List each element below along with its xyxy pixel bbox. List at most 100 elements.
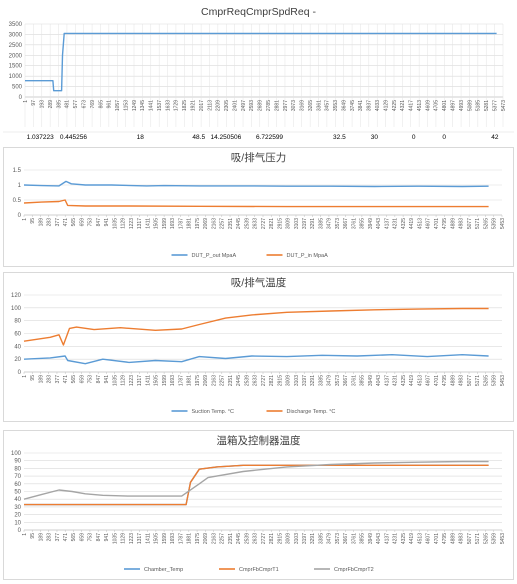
chart-title: 吸/排气温度 <box>231 276 287 289</box>
x-tick-label: 659 <box>79 375 85 384</box>
x-tick-label: 1317 <box>137 533 143 544</box>
x-tick-label: 2069 <box>203 533 209 544</box>
x-tick-label: 5077 <box>467 218 473 229</box>
x-tick-label: 2497 <box>241 100 247 111</box>
x-tick-label: 961 <box>107 100 113 109</box>
x-tick-label: 3385 <box>318 533 324 544</box>
series-line-1 <box>24 464 489 506</box>
x-tick-label: 3073 <box>291 100 297 111</box>
x-tick-label: 4701 <box>434 533 440 544</box>
x-tick-label: 3103 <box>294 375 300 386</box>
x-tick-label: 1411 <box>145 218 151 229</box>
x-tick-label: 1975 <box>195 533 201 544</box>
table-cell: 30 <box>371 134 379 141</box>
x-tick-label: 3761 <box>351 533 357 544</box>
x-tick-label: 1223 <box>129 375 135 386</box>
x-tick-label: 1345 <box>140 100 146 111</box>
x-tick-label: 2539 <box>244 533 250 544</box>
x-tick-label: 3761 <box>351 375 357 386</box>
x-tick-label: 4795 <box>442 375 448 386</box>
series-line-1 <box>23 199 489 208</box>
x-tick-label: 4609 <box>425 100 431 111</box>
x-tick-label: 5171 <box>475 218 481 229</box>
x-tick-label: 2633 <box>253 533 259 544</box>
x-tick-label: 2209 <box>216 100 222 111</box>
x-tick-label: 4607 <box>426 218 432 229</box>
x-tick-label: 4043 <box>376 375 382 386</box>
x-tick-label: 2821 <box>269 375 275 386</box>
x-tick-label: 3103 <box>294 533 300 544</box>
y-tick-label: 0.5 <box>13 198 22 204</box>
x-tick-label: 3291 <box>310 218 316 229</box>
x-tick-label: 3009 <box>286 375 292 386</box>
y-tick-label: 80 <box>14 319 21 325</box>
x-tick-label: 4983 <box>459 375 465 386</box>
x-tick-label: 2163 <box>211 218 217 229</box>
x-tick-label: 1537 <box>157 100 163 111</box>
x-tick-label: 377 <box>55 375 61 384</box>
x-tick-label: 2915 <box>277 533 283 544</box>
x-tick-label: 3667 <box>343 375 349 386</box>
series-line-0 <box>23 180 489 188</box>
x-tick-label: 2633 <box>253 218 259 229</box>
x-tick-label: 1505 <box>154 533 160 544</box>
chart-title: 温箱及控制器温度 <box>217 434 301 447</box>
x-tick-label: 289 <box>48 100 54 109</box>
x-tick-label: 283 <box>47 533 53 542</box>
x-tick-label: 2915 <box>277 218 283 229</box>
y-tick-label: 60 <box>14 332 21 338</box>
table-cell: 42 <box>491 134 499 141</box>
y-tick-label: 3500 <box>9 22 23 28</box>
x-tick-label: 4325 <box>401 218 407 229</box>
x-tick-label: 4889 <box>450 533 456 544</box>
series-line-0 <box>23 353 489 365</box>
x-tick-label: 659 <box>79 533 85 542</box>
x-tick-label: 4419 <box>409 533 415 544</box>
y-tick-label: 70 <box>14 474 21 480</box>
x-tick-label: 5359 <box>492 533 498 544</box>
x-tick-label: 2727 <box>261 375 267 386</box>
legend-label: DUT_P_out MpaA <box>192 253 237 259</box>
x-tick-label: 1599 <box>162 533 168 544</box>
x-tick-label: 1921 <box>191 100 197 111</box>
x-tick-label: 4795 <box>442 533 448 544</box>
x-tick-label: 4043 <box>376 533 382 544</box>
x-tick-label: 1 <box>22 375 28 378</box>
x-tick-label: 3385 <box>318 218 324 229</box>
table-cell: 32.5 <box>333 134 346 141</box>
x-tick-label: 471 <box>63 375 69 384</box>
x-tick-label: 4325 <box>401 375 407 386</box>
chart-title: 吸/排气压力 <box>231 151 286 164</box>
x-tick-label: 1249 <box>132 100 138 111</box>
table-cell: 1.037223 <box>27 134 54 141</box>
x-tick-label: 4231 <box>393 218 399 229</box>
y-tick-label: 50 <box>14 490 21 496</box>
x-tick-label: 189 <box>38 375 44 384</box>
chart-title: CmprReqCmprSpdReq - <box>201 6 316 18</box>
x-tick-label: 4417 <box>409 100 415 111</box>
x-tick-label: 1881 <box>187 533 193 544</box>
x-tick-label: 2305 <box>224 100 230 111</box>
x-tick-label: 4607 <box>426 533 432 544</box>
y-tick-label: 40 <box>14 344 21 350</box>
x-tick-label: 847 <box>96 375 102 384</box>
x-tick-label: 4321 <box>400 100 406 111</box>
x-tick-label: 5077 <box>467 533 473 544</box>
x-tick-label: 2351 <box>228 533 234 544</box>
x-tick-label: 3291 <box>310 533 316 544</box>
x-tick-label: 3009 <box>286 218 292 229</box>
series-line-0 <box>24 464 489 506</box>
x-tick-label: 1787 <box>178 375 184 386</box>
x-tick-label: 189 <box>38 218 44 227</box>
x-tick-label: 5377 <box>492 100 498 111</box>
x-tick-label: 4701 <box>434 218 440 229</box>
x-tick-label: 4137 <box>384 375 390 386</box>
x-tick-label: 3009 <box>286 533 292 544</box>
x-tick-label: 3265 <box>308 100 314 111</box>
x-tick-label: 4231 <box>393 375 399 386</box>
x-tick-label: 1505 <box>154 218 160 229</box>
x-tick-label: 2257 <box>220 533 226 544</box>
x-tick-label: 3855 <box>360 375 366 386</box>
